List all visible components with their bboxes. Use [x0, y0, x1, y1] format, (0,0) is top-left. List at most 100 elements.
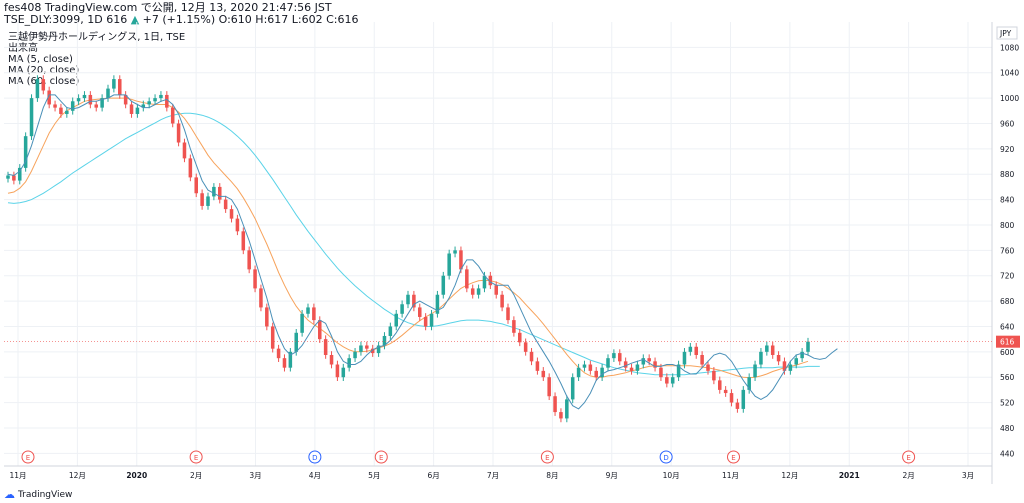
candle-body: [723, 389, 728, 394]
legend-title[interactable]: 三越伊勢丹ホールディングス, 1日, TSE: [8, 32, 186, 43]
candle-body: [70, 101, 75, 111]
chart-header: fes408 TradingView.com で公開, 12月 13, 2020…: [4, 2, 358, 26]
candle-body: [341, 367, 346, 378]
earnings-marker: [540, 450, 554, 464]
event-marker-label: D: [663, 454, 668, 462]
candle-body: [641, 358, 646, 365]
ohlc-values: O:610 H:617 L:602 C:616: [218, 13, 359, 26]
candle-body: [218, 186, 222, 200]
candle-body: [94, 104, 98, 108]
time-tick-label: 2020: [126, 471, 147, 480]
price-tick-label: 680: [1000, 297, 1015, 306]
candle-body: [282, 358, 287, 368]
price-tick-label: 560: [1000, 373, 1015, 382]
ma60-layer: [7, 112, 820, 376]
candle-body: [76, 98, 81, 102]
candle-body: [12, 175, 16, 181]
candle-body: [365, 345, 369, 349]
candle-body: [735, 402, 740, 409]
candle-body: [318, 320, 322, 340]
price-tick-label: 800: [1000, 221, 1015, 230]
candle-body: [294, 332, 298, 352]
axes-layer: 440 480 520 560 600 640 680 720 760 800 840 880 920 9…: [4, 22, 1020, 484]
time-tick-label: 5月: [368, 471, 380, 480]
tradingview-logo-text: TradingView: [18, 489, 73, 500]
time-tick-label: 7月: [487, 471, 499, 480]
candle-body: [794, 358, 798, 365]
candle-body: [529, 351, 534, 362]
price-tick-label: 760: [1000, 246, 1015, 255]
candle-body: [29, 98, 34, 137]
candle-body: [800, 351, 804, 359]
candle-body: [700, 355, 704, 365]
candle-body: [665, 377, 669, 384]
candle-body: [423, 316, 428, 327]
candle-body: [223, 199, 228, 210]
candle-body: [747, 377, 751, 390]
candle-body: [123, 94, 128, 105]
candle-body: [241, 231, 246, 251]
candle-body: [106, 88, 110, 99]
event-marker-label: E: [731, 454, 735, 462]
tradingview-logo[interactable]: ☁ TradingView: [4, 488, 72, 501]
dividend-marker: [308, 450, 322, 464]
candle-body: [541, 370, 546, 378]
candle-body: [206, 196, 210, 206]
candle-body: [100, 98, 104, 108]
event-marker-label: E: [194, 454, 198, 462]
candle-body: [618, 353, 622, 362]
currency-badge: [996, 26, 1018, 40]
candle-body: [465, 269, 469, 289]
legend-item-ma20[interactable]: MA (20, close): [8, 65, 80, 76]
candle-body: [329, 355, 334, 365]
candles-layer: [6, 75, 810, 423]
earnings-marker: [21, 450, 35, 464]
event-marker-label: E: [906, 454, 910, 462]
ma5-layer: [7, 94, 838, 410]
time-tick-label: 3月: [962, 471, 974, 480]
candle-body: [194, 177, 198, 194]
price-tick-label: 880: [1000, 170, 1015, 179]
symbol-ohlc-line: TSE_DLY:3099, 1D 616 ▲ +7 (+1.15%) O:610…: [4, 14, 358, 26]
time-tick-label: 4月: [309, 471, 321, 480]
candle-body: [623, 361, 628, 368]
candle-body: [453, 250, 457, 254]
candle-body: [159, 94, 163, 99]
ma60-line: [7, 112, 820, 376]
price-tick-label: 1040: [1000, 69, 1019, 78]
candle-body: [565, 399, 569, 419]
price-change: +7 (+1.15%): [142, 13, 216, 26]
currency-label: JPY: [999, 29, 1012, 38]
legend-item-volume[interactable]: 出来高: [8, 43, 38, 54]
earnings-marker: [189, 450, 203, 464]
symbol-price: TSE_DLY:3099, 1D 616: [4, 13, 128, 26]
event-marker-label: D: [312, 454, 317, 462]
candle-body: [512, 320, 516, 333]
candle-body: [53, 104, 57, 108]
candle-body: [559, 412, 563, 419]
price-tick-label: 440: [1000, 449, 1015, 458]
candle-body: [35, 79, 40, 99]
time-tick-label: 2月: [902, 471, 914, 480]
candle-body: [688, 346, 693, 352]
candle-body: [629, 367, 634, 371]
candle-body: [323, 339, 328, 355]
time-tick-label: 11月: [9, 471, 26, 480]
candle-body: [118, 79, 122, 95]
candle-body: [400, 304, 404, 314]
candle-body: [782, 361, 787, 371]
candle-body: [606, 358, 610, 368]
candle-body: [18, 167, 22, 181]
ma5-line: [7, 94, 838, 410]
candle-body: [588, 364, 593, 371]
candle-body: [476, 288, 481, 295]
candle-body: [129, 104, 134, 114]
time-tick-label: 11月: [722, 471, 739, 480]
candle-body: [347, 358, 351, 368]
candle-body: [59, 107, 63, 114]
candle-body: [470, 288, 475, 295]
legend-item-ma5[interactable]: MA (5, close): [8, 54, 73, 65]
candle-body: [659, 367, 663, 378]
price-tick-label: 1000: [1000, 94, 1019, 103]
